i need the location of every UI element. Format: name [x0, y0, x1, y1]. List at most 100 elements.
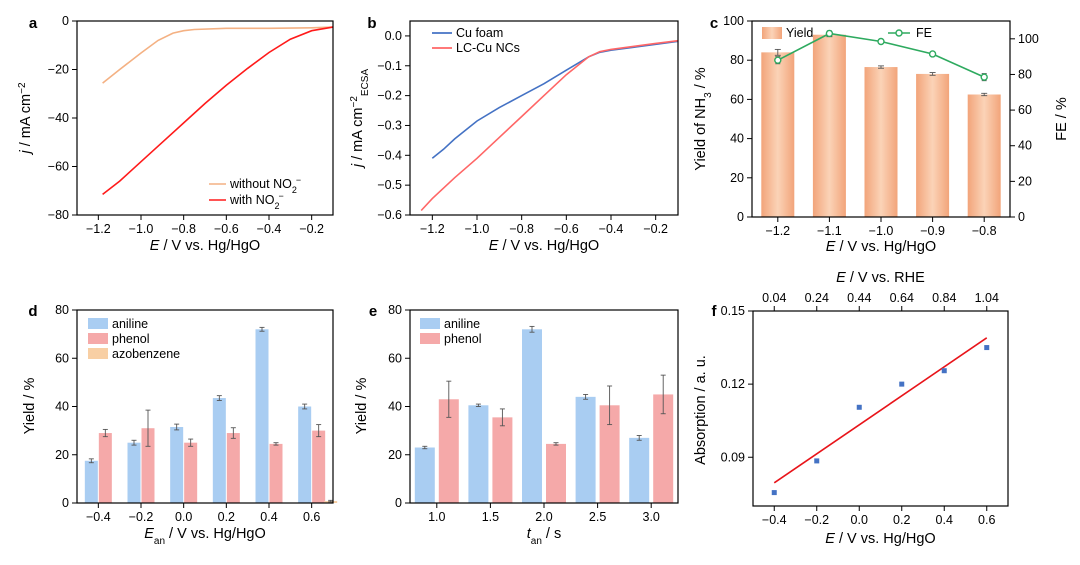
plot-frame: [409, 20, 679, 216]
x-tick-label: −0.2: [299, 222, 324, 236]
x2-tick-label: 0.04: [762, 291, 786, 305]
x2-axis-label: E / V vs. RHE: [836, 270, 925, 286]
x-tick-label: −1.1: [817, 224, 842, 238]
y-tick-label: 0: [62, 496, 69, 510]
bar-phenol: [599, 405, 620, 503]
legend-label: LC-Cu NCs: [456, 41, 520, 55]
x-axis-label: E / V vs. Hg/HgO: [826, 239, 936, 255]
x-tick-label: −0.6: [214, 222, 239, 236]
y-tick-label: 0: [737, 210, 744, 224]
x-tick-label: −0.9: [920, 224, 945, 238]
panel-f: −0.4 −0.2 0.0 0.2 0.4 0.6 0.04 0.24 0.44 0.64 0.84…: [693, 270, 1009, 547]
fe-point: [980, 73, 988, 81]
x-tick-label: 0.0: [175, 510, 192, 524]
bar-phenol: [653, 394, 674, 503]
x-tick-label: 0.2: [893, 513, 910, 527]
y-tick-label: −60: [48, 160, 69, 174]
legend-swatch: [420, 333, 440, 344]
panel-e: 1.0 1.5 2.0 2.5 3.0 0 20 40 60 80 tan / s Yield / %…: [354, 303, 679, 547]
x-axis-label: E / V vs. Hg/HgO: [489, 238, 599, 254]
y-tick-label: 80: [730, 53, 744, 67]
bar-phenol: [226, 433, 240, 503]
x-tick-label: −1.2: [86, 222, 111, 236]
x-tick-label: 0.2: [218, 510, 235, 524]
y-tick-label: 80: [55, 303, 69, 317]
y-tick-label: 0.12: [721, 377, 745, 391]
legend-label: Cu foam: [456, 26, 503, 40]
x-tick-label: 0.6: [978, 513, 995, 527]
plot-frame: [752, 310, 1009, 507]
x-tick-label: 2.5: [589, 510, 606, 524]
fe-point: [825, 29, 834, 38]
legend-swatch: [88, 333, 108, 344]
y2-tick-label: 0: [1018, 210, 1025, 224]
x-tick-label: −1.2: [420, 222, 445, 236]
bar-aniline: [522, 329, 542, 503]
bar-phenol: [184, 442, 198, 503]
data-point: [941, 368, 947, 374]
legend-swatch: [762, 27, 782, 39]
y-axis-label: Yield / %: [22, 378, 38, 435]
y-tick-label: −0.1: [377, 59, 402, 73]
fe-point: [774, 56, 782, 64]
legend-label: phenol: [112, 332, 150, 346]
legend-label: aniline: [444, 317, 480, 331]
panel-letter: a: [29, 15, 38, 32]
y-tick-label: 100: [723, 14, 744, 28]
legend-label: aniline: [112, 317, 148, 331]
x2-tick-label: 0.64: [890, 291, 914, 305]
y-tick-label: 40: [730, 132, 744, 146]
y2-tick-label: 60: [1018, 103, 1032, 117]
y-tick-label: −20: [48, 63, 69, 77]
y-tick-label: 40: [55, 400, 69, 414]
y-axis-label: j / mA cm−2ECSA: [349, 69, 371, 170]
y-tick-label: 60: [55, 351, 69, 365]
yield-bar: [761, 52, 795, 217]
x-axis-label: E / V vs. Hg/HgO: [825, 531, 935, 547]
series-line: [102, 26, 334, 196]
y-axis-label: Absorption / a. u.: [693, 355, 709, 465]
panel-a: −1.2 −1.0 −0.8 −0.6 −0.4 −0.2 0 −20 −40 −60 −80 E /…: [17, 14, 334, 254]
data-point: [899, 381, 905, 387]
bar-phenol: [98, 433, 112, 503]
yield-bar: [916, 73, 950, 217]
y-tick-label: −0.5: [377, 178, 402, 192]
legend-label: Yield: [786, 26, 813, 40]
panel-d: −0.4 −0.2 0.0 0.2 0.4 0.6 0 20 40 60 80 Ean / V vs.…: [22, 303, 338, 547]
bar-aniline: [629, 437, 650, 503]
y-axis-label: Yield / %: [354, 378, 370, 435]
legend-label: without NO2−: [229, 175, 301, 195]
fe-point: [928, 50, 937, 58]
x-tick-label: 0.4: [260, 510, 277, 524]
y-tick-label: 60: [388, 351, 402, 365]
y2-tick-label: 80: [1018, 67, 1032, 81]
bar-aniline: [298, 406, 312, 503]
x-tick-label: −0.4: [257, 222, 282, 236]
data-point: [771, 490, 777, 496]
x2-tick-label: 0.44: [847, 291, 871, 305]
bar-phenol: [546, 443, 566, 503]
legend-swatch: [420, 318, 440, 329]
y-tick-label: −80: [48, 208, 69, 222]
bar-aniline: [127, 442, 141, 503]
panel-letter: b: [367, 15, 376, 32]
panel-letter: e: [369, 303, 377, 320]
x-tick-label: −0.8: [171, 222, 196, 236]
x-tick-label: −0.4: [762, 513, 787, 527]
x-tick-label: −0.4: [86, 510, 111, 524]
bar-phenol: [141, 428, 155, 503]
bar-phenol: [438, 399, 459, 503]
x-tick-label: 0.6: [303, 510, 320, 524]
x-tick-label: −0.2: [129, 510, 154, 524]
x-tick-label: 3.0: [643, 510, 660, 524]
x2-tick-label: 0.24: [805, 291, 829, 305]
x2-tick-label: 0.84: [932, 291, 956, 305]
x-axis-label: Ean / V vs. Hg/HgO: [144, 526, 266, 547]
y-tick-label: 0: [62, 14, 69, 28]
panel-c: −1.2 −1.1 −1.0 −0.9 −0.8 0 20 40 60 80 100 0 20 40 60 8…: [693, 14, 1070, 255]
y-tick-label: −0.6: [377, 208, 402, 222]
y-tick-label: −0.4: [377, 148, 402, 162]
x-tick-label: 2.0: [535, 510, 552, 524]
legend-label: azobenzene: [112, 347, 180, 361]
